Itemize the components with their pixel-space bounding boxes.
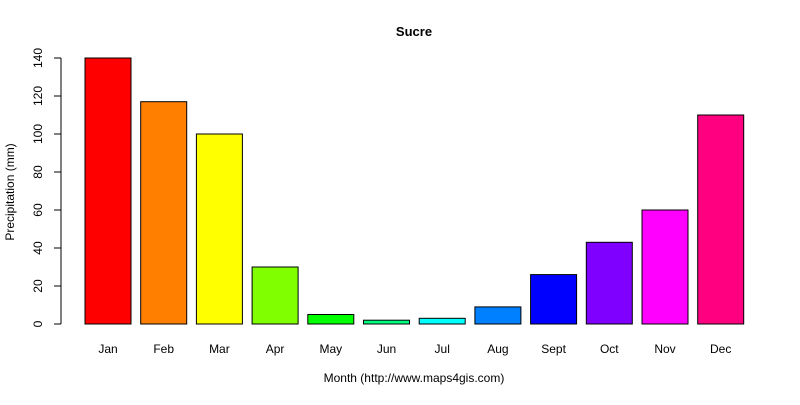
x-tick-label: Sept [541,342,566,356]
chart-title: Sucre [396,24,432,39]
x-tick-label: Oct [600,342,619,356]
x-tick-label: Apr [266,342,285,356]
x-axis-label: Month (http://www.maps4gis.com) [324,371,505,385]
bar-aug [474,306,522,325]
x-axis-tick-labels: Jan Feb Mar Apr May Jun Jul Aug Sept Oct Nov Dec [98,342,731,356]
y-axis-ticks: 0 20 40 60 80 100 120 140 [31,48,61,327]
y-tick-label: 40 [31,241,45,255]
bar-may [307,314,355,325]
bar-dec [697,114,745,325]
x-tick-label: Nov [654,342,675,356]
bar-nov [641,209,689,325]
y-tick-label: 140 [31,48,45,68]
bar-apr [251,266,299,325]
bar-mar [195,133,243,325]
x-tick-label: Mar [209,342,230,356]
x-tick-label: Feb [153,342,174,356]
bar-jun [363,319,410,325]
bar-jan [84,57,132,325]
bar-oct [585,241,633,325]
bar-sept [530,274,578,325]
x-tick-label: Aug [487,342,508,356]
x-tick-label: Jul [435,342,450,356]
y-tick-label: 20 [31,279,45,293]
x-tick-label: Jun [377,342,396,356]
bars-group [84,57,745,325]
bar-feb [140,101,188,325]
y-tick-label: 80 [31,165,45,179]
x-tick-label: May [319,342,342,356]
y-tick-label: 60 [31,203,45,217]
y-tick-label: 0 [31,320,45,327]
x-tick-label: Dec [710,342,731,356]
y-tick-label: 100 [31,124,45,144]
y-axis-label: Precipitation (mm) [3,143,17,240]
x-tick-label: Jan [98,342,117,356]
y-tick-label: 120 [31,86,45,106]
bar-jul [418,317,466,325]
